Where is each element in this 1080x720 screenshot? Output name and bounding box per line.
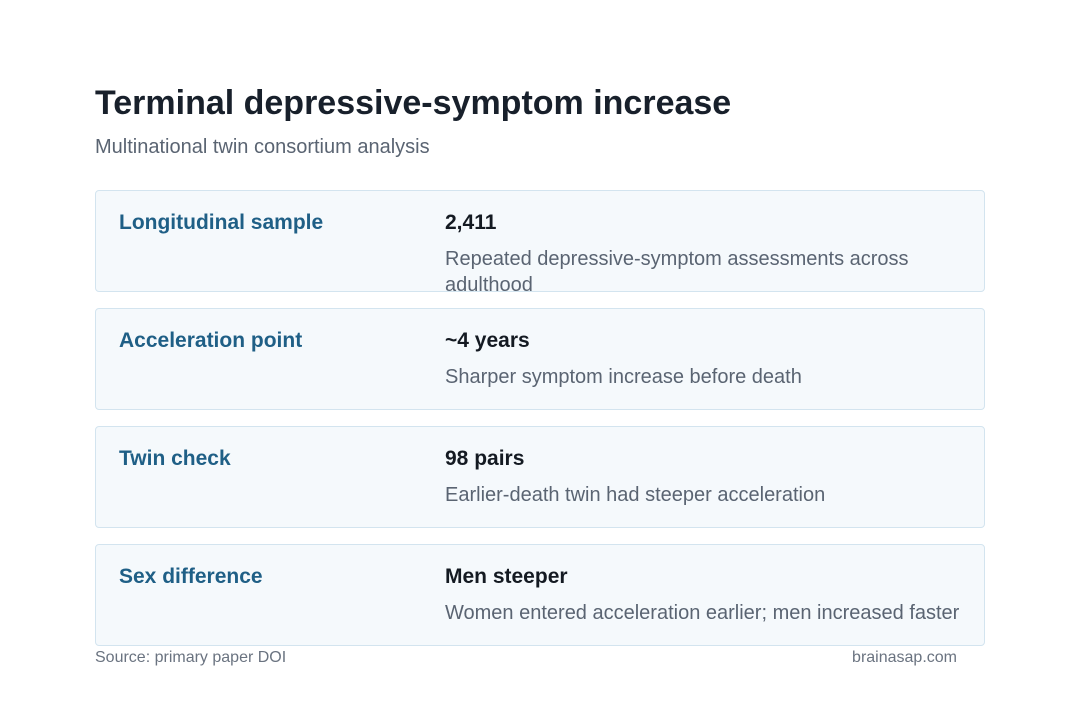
stat-description: Earlier-death twin had steeper accelerat…: [445, 484, 826, 506]
stat-description: Sharper symptom increase before death: [445, 366, 802, 388]
stat-card: Twin check 98 pairs Earlier-death twin had…: [95, 426, 985, 528]
stat-card: Sex difference Men steeper Women entered a…: [95, 544, 985, 646]
title: Terminal depressive-symptom increase: [95, 84, 732, 122]
stat-value: Men steeper: [445, 565, 568, 588]
stat-card: Longitudinal sample 2,411 Repeated depress…: [95, 190, 985, 296]
stat-value: 2,411: [445, 211, 497, 234]
stat-value: ~4 years: [445, 329, 530, 352]
source-note: Source: primary paper DOI: [95, 649, 287, 666]
stat-label: Sex difference: [119, 565, 263, 588]
stat-description: Women entered acceleration earlier; men …: [445, 602, 960, 624]
stat-label: Longitudinal sample: [119, 211, 324, 234]
stat-card: Acceleration point ~4 years Sharper sympto…: [95, 308, 985, 410]
stat-label: Twin check: [119, 447, 231, 470]
stat-value: 98 pairs: [445, 447, 525, 470]
stat-label: Acceleration point: [119, 329, 303, 352]
subtitle: Multinational twin consortium analysis: [95, 136, 430, 158]
stat-description: Repeated depressive-symptom assessments …: [445, 248, 909, 296]
site-name: brainasap.com: [852, 649, 957, 666]
